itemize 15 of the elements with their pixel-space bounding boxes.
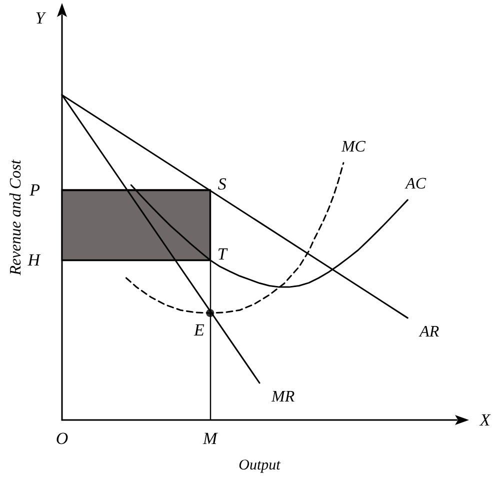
text: Y [35,8,46,28]
ref-line-label: P [28,180,40,200]
text: X [478,410,491,430]
annotation: E [192,320,205,340]
x-axis-title: Output [238,458,282,474]
series-label: MR [270,388,295,406]
ref-line-label: H [26,250,42,270]
y-axis-title: Revenue and Cost [8,159,24,276]
annotation: T [217,244,228,264]
x-tick-label: M [202,429,218,448]
x-tick-label: O [56,429,68,448]
series-label: AR [418,323,440,340]
annotation: S [218,174,227,194]
series-label: AC [404,175,426,192]
series-label: MC [340,138,366,156]
